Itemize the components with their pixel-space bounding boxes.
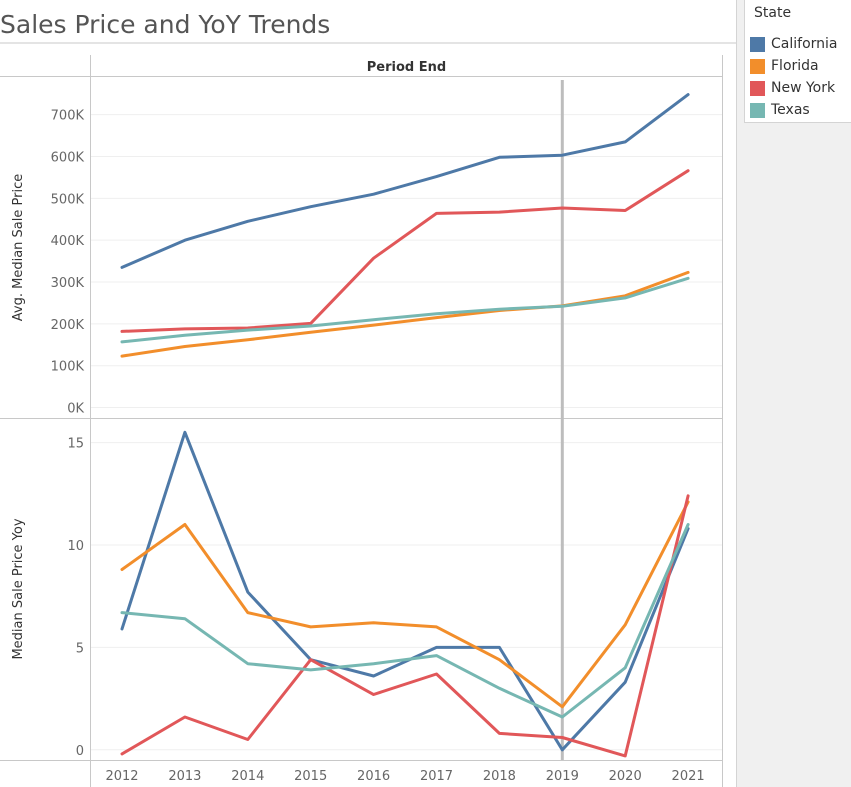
legend-swatch-california [750,36,765,52]
y-tick-label: 300K [51,276,85,291]
y-tick-label: 5 [76,641,84,656]
x-tick-label: 2021 [672,769,705,784]
legend-title: State [754,5,792,21]
x-tick-label: 2015 [294,769,327,784]
series-line-florida-price [120,270,690,358]
legend-item-california[interactable]: California [750,34,837,54]
chart-title: Sales Price and YoY Trends [0,10,331,39]
x-tick-label: 2014 [231,769,264,784]
legend-item-new-york[interactable]: New York [750,78,835,98]
legend-item-florida[interactable]: Florida [750,56,819,76]
legend-label-florida: Florida [771,58,819,74]
x-tick-label: 2012 [105,769,138,784]
column-header: Period End [367,60,446,75]
x-tick-label: 2020 [609,769,642,784]
x-tick-label: 2018 [483,769,516,784]
series-line-texas-yoy [120,523,690,719]
series-line-new-york-price [120,169,690,333]
y-tick-label: 0 [76,744,84,759]
y-tick-label: 500K [51,192,85,207]
right-sidebar [736,0,851,787]
y-tick-label: 400K [51,234,85,249]
y-tick-label: 200K [51,318,85,333]
legend-item-texas[interactable]: Texas [750,100,810,120]
series-line-new-york-yoy [120,494,690,758]
y-tick-label: 100K [51,360,85,375]
series-line-florida-yoy [120,500,690,709]
legend-label-california: California [771,36,838,52]
x-tick-label: 2013 [168,769,201,784]
x-tick-label: 2019 [546,769,579,784]
y-axis-title: Median Sale Price Yoy [11,518,26,659]
legend-swatch-florida [750,58,765,74]
series-line-california-price [120,93,690,269]
y-axis-title: Avg. Median Sale Price [11,174,26,321]
y-tick-label: 10 [67,539,84,554]
y-tick-label: 15 [67,437,84,452]
chart-canvas: 0K 100K 200K 300K 400K 500K 600K 700K Avg. Media… [0,42,736,787]
legend-label-texas: Texas [771,102,810,118]
y-tick-label: 0K [67,402,84,417]
legend-swatch-new-york [750,80,765,96]
legend-swatch-texas [750,102,765,118]
x-tick-label: 2017 [420,769,453,784]
legend-label-new-york: New York [771,80,836,96]
series-line-california-yoy [120,430,690,752]
x-tick-label: 2016 [357,769,390,784]
y-tick-label: 600K [51,150,85,165]
legend: State California Florida New York Texas [744,0,851,123]
y-tick-label: 700K [51,109,85,124]
series-line-texas-price [120,276,690,344]
